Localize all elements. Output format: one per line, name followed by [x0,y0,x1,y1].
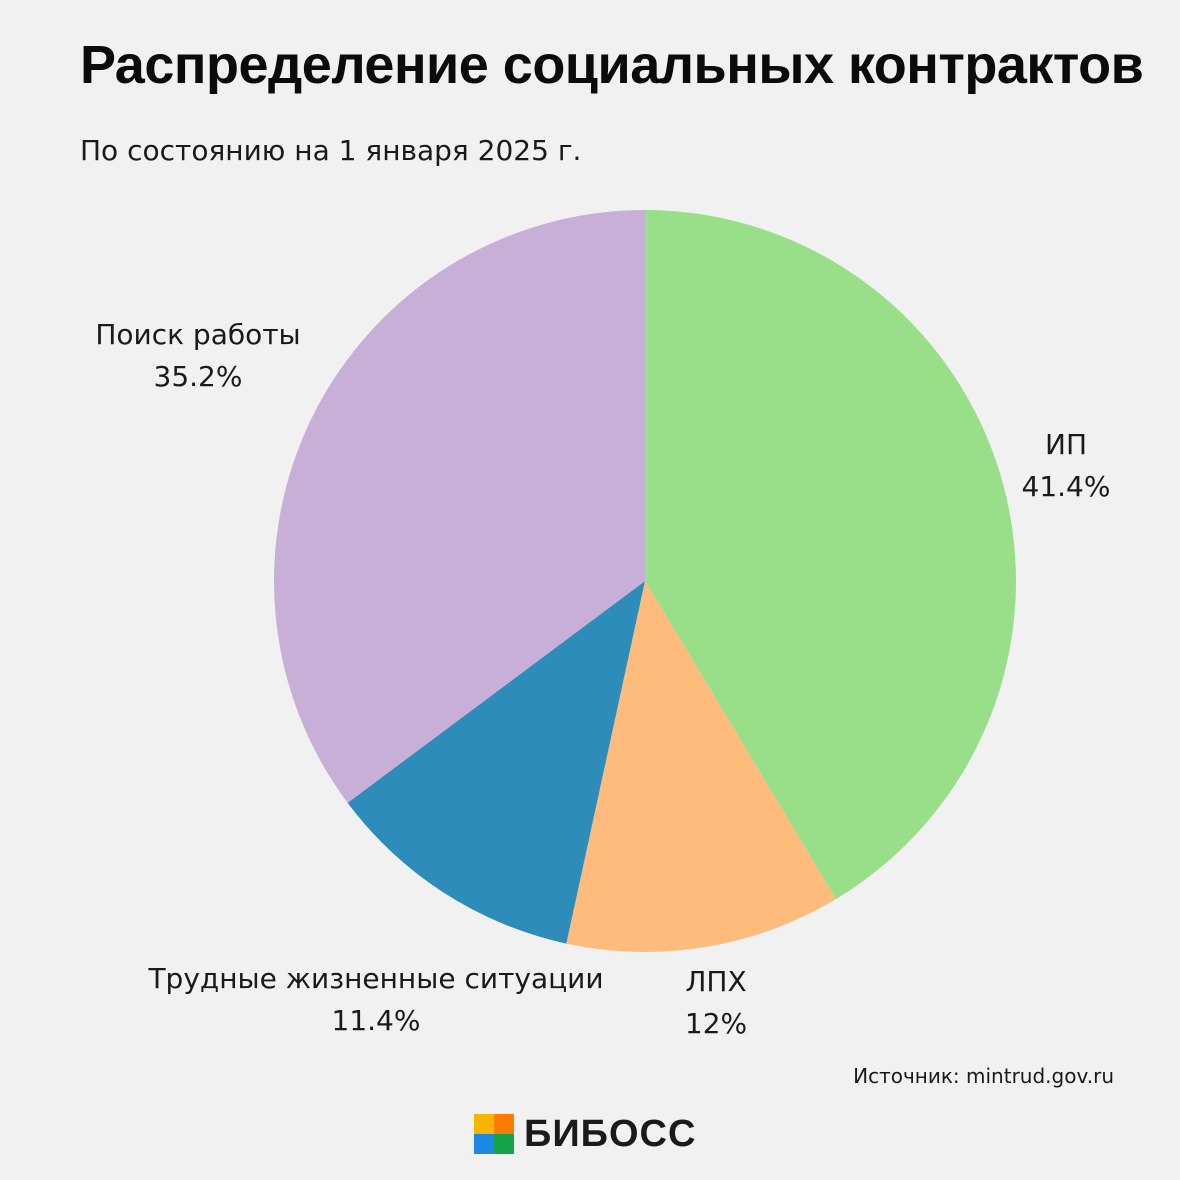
slice-label-ip-value: 41.4% [1021,470,1111,503]
slice-label-job-search-name: Поиск работы [95,318,301,351]
pie-slice-0 [645,210,1016,900]
slice-label-hard-life-value: 11.4% [331,1004,421,1037]
brand-name: БИБОСС [524,1112,697,1155]
logo-square-1 [494,1114,514,1134]
slice-label-job-search: Поиск работы 35.2% [95,314,300,398]
logo-square-2 [494,1134,514,1154]
bibos-logo-icon [474,1114,514,1154]
slice-label-ip: ИП 41.4% [1022,424,1111,508]
pie-slice-1 [566,581,836,953]
brand: БИБОСС [474,1112,696,1156]
slice-label-hard-life-name: Трудные жизненные ситуации [148,962,604,995]
chart-title: Распределение социальных контрактов [80,35,1144,95]
slice-label-job-search-value: 35.2% [153,360,243,393]
pie-slice-3 [274,209,645,803]
slice-label-lph-value: 12% [684,1007,748,1040]
source-note: Источник: mintrud.gov.ru [853,1064,1114,1088]
slice-label-ip-name: ИП [1044,428,1087,461]
slice-label-lph: ЛПХ 12% [685,961,747,1045]
slice-label-hard-life: Трудные жизненные ситуации 11.4% [148,958,603,1042]
pie-slice-2 [347,581,645,944]
chart-subtitle: По состоянию на 1 января 2025 г. [80,134,582,167]
slice-label-lph-name: ЛПХ [685,965,747,998]
logo-square-3 [474,1134,494,1154]
logo-square-0 [474,1114,494,1134]
